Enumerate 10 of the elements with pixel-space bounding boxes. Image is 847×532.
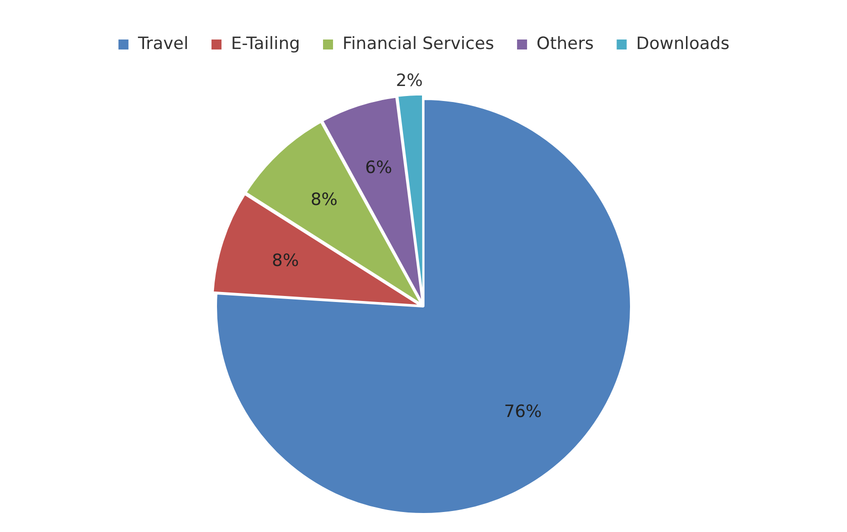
data-label: 76%: [504, 402, 542, 422]
data-label: 8%: [272, 251, 299, 272]
legend-label: Others: [536, 34, 594, 54]
legend-label: E-Tailing: [230, 34, 300, 54]
legend-label: Travel: [136, 34, 189, 54]
legend-label: Downloads: [636, 34, 730, 54]
data-label: 8%: [310, 190, 338, 210]
data-label: 6%: [365, 158, 392, 178]
legend-label: Financial Services: [342, 34, 494, 54]
data-label: 2%: [396, 70, 423, 91]
